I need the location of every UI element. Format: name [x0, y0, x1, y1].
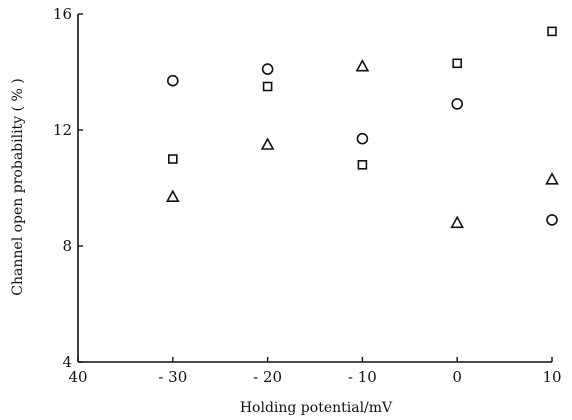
x-axis-title: Holding potential/mV	[240, 400, 393, 416]
data-points	[165, 26, 559, 229]
triangle-marker	[165, 189, 180, 202]
triangle-marker	[260, 137, 275, 150]
square-marker	[452, 58, 463, 69]
square-marker	[547, 26, 557, 37]
ticks: 40 - 30 - 20 - 10 0 10 4 8 12 16	[53, 5, 562, 386]
circle-marker	[451, 98, 464, 110]
y-tick-label: 16	[53, 5, 72, 23]
x-tick-label: 10	[542, 368, 561, 386]
circle-marker	[356, 132, 369, 145]
triangle-marker	[450, 215, 465, 229]
y-tick-label: 4	[62, 353, 72, 371]
x-tick-label: - 20	[253, 368, 282, 386]
y-tick-label: 12	[53, 121, 72, 139]
x-tick-label: 0	[452, 368, 462, 386]
x-tick-label: 40	[68, 368, 87, 386]
triangle-marker	[355, 59, 370, 72]
square-marker	[168, 154, 178, 164]
y-axis-title: Channel open probability ( % )	[10, 78, 26, 295]
square-marker	[262, 81, 273, 92]
circle-marker	[546, 214, 558, 226]
square-marker	[357, 160, 368, 170]
circle-marker	[167, 74, 179, 87]
triangle-marker	[545, 172, 559, 185]
x-tick-label: - 10	[348, 368, 377, 386]
x-tick-label: - 30	[158, 368, 187, 386]
axes	[77, 14, 552, 363]
circle-marker	[261, 63, 274, 75]
y-tick-label: 8	[62, 237, 72, 255]
